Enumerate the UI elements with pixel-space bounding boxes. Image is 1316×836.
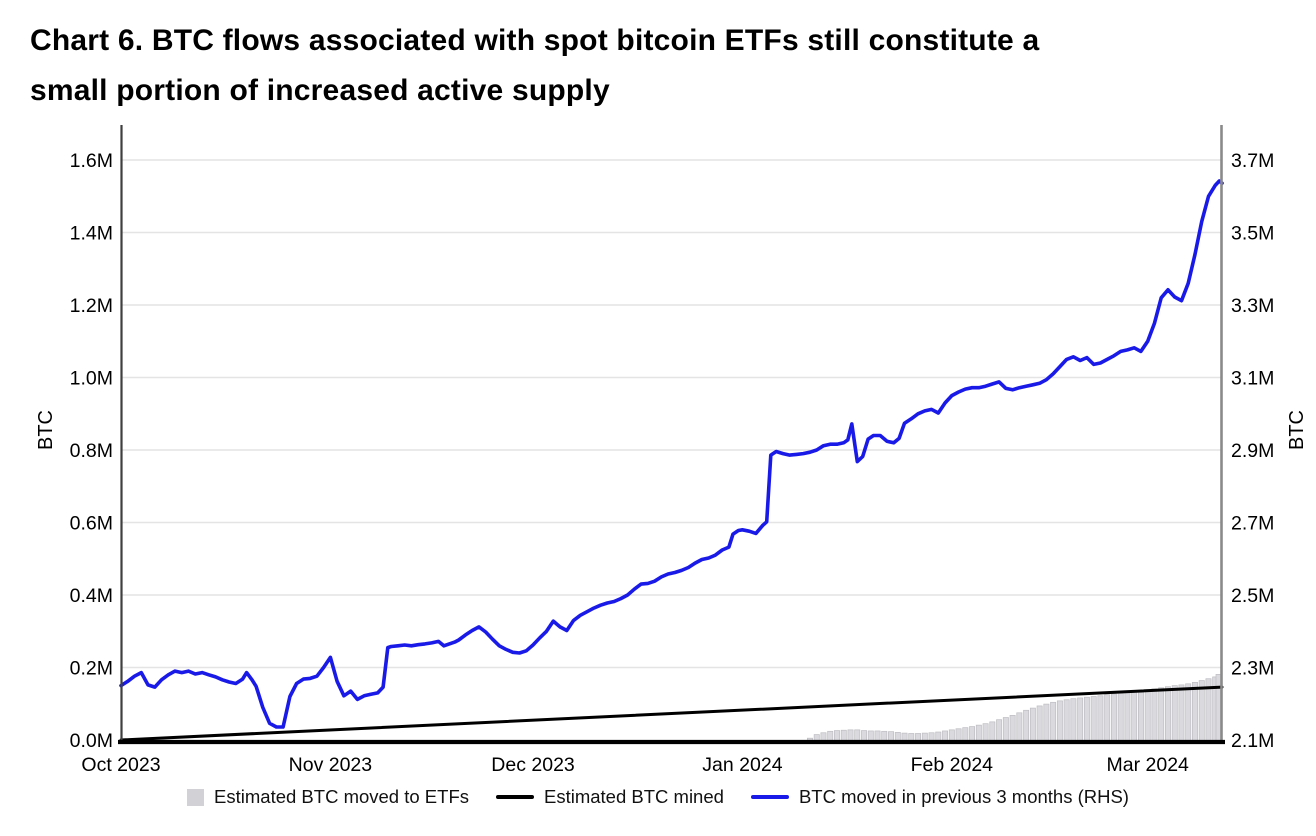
legend-item-moved-3m: BTC moved in previous 3 months (RHS) <box>750 786 1129 808</box>
legend-item-mined: Estimated BTC mined <box>496 786 724 808</box>
svg-text:0.4M: 0.4M <box>70 585 113 607</box>
svg-text:3.7M: 3.7M <box>1231 150 1274 172</box>
svg-text:1.0M: 1.0M <box>70 368 113 390</box>
svg-text:2.5M: 2.5M <box>1231 585 1274 607</box>
bar-swatch-icon <box>187 788 205 806</box>
chart-title-line2: small portion of increased active supply <box>30 74 610 107</box>
svg-text:Mar 2024: Mar 2024 <box>1107 754 1190 776</box>
svg-text:0.6M: 0.6M <box>70 513 113 535</box>
svg-text:Oct 2023: Oct 2023 <box>81 754 160 776</box>
svg-text:1.4M: 1.4M <box>70 223 113 245</box>
svg-text:2.9M: 2.9M <box>1231 440 1274 462</box>
svg-text:1.6M: 1.6M <box>70 150 113 172</box>
chart-legend: Estimated BTC moved to ETFs Estimated BT… <box>0 786 1316 808</box>
line-swatch-blue-icon <box>750 795 789 799</box>
svg-text:Nov 2023: Nov 2023 <box>289 754 372 776</box>
svg-text:Feb 2024: Feb 2024 <box>911 754 994 776</box>
legend-label-etf-bars: Estimated BTC moved to ETFs <box>214 786 469 807</box>
svg-text:Jan 2024: Jan 2024 <box>702 754 782 776</box>
svg-text:3.1M: 3.1M <box>1231 368 1274 390</box>
svg-text:0.2M: 0.2M <box>70 658 113 680</box>
svg-text:2.3M: 2.3M <box>1231 658 1274 680</box>
line-swatch-black-icon <box>496 795 534 799</box>
legend-item-etf-bars: Estimated BTC moved to ETFs <box>187 786 469 808</box>
svg-text:2.1M: 2.1M <box>1231 730 1274 752</box>
svg-text:0.8M: 0.8M <box>70 440 113 462</box>
svg-text:1.2M: 1.2M <box>70 295 113 317</box>
legend-label-moved-3m: BTC moved in previous 3 months (RHS) <box>798 786 1129 807</box>
svg-text:2.7M: 2.7M <box>1231 513 1274 535</box>
left-axis-title: BTC <box>35 410 57 450</box>
legend-label-mined: Estimated BTC mined <box>544 786 724 807</box>
svg-text:Dec 2023: Dec 2023 <box>491 754 574 776</box>
right-axis-title: BTC <box>1286 410 1308 450</box>
svg-text:0.0M: 0.0M <box>70 730 113 752</box>
chart-title: Chart 6. BTC flows associated with spot … <box>30 16 1039 116</box>
chart-title-line1: Chart 6. BTC flows associated with spot … <box>30 24 1040 57</box>
svg-text:3.5M: 3.5M <box>1231 223 1274 245</box>
svg-text:3.3M: 3.3M <box>1231 295 1274 317</box>
